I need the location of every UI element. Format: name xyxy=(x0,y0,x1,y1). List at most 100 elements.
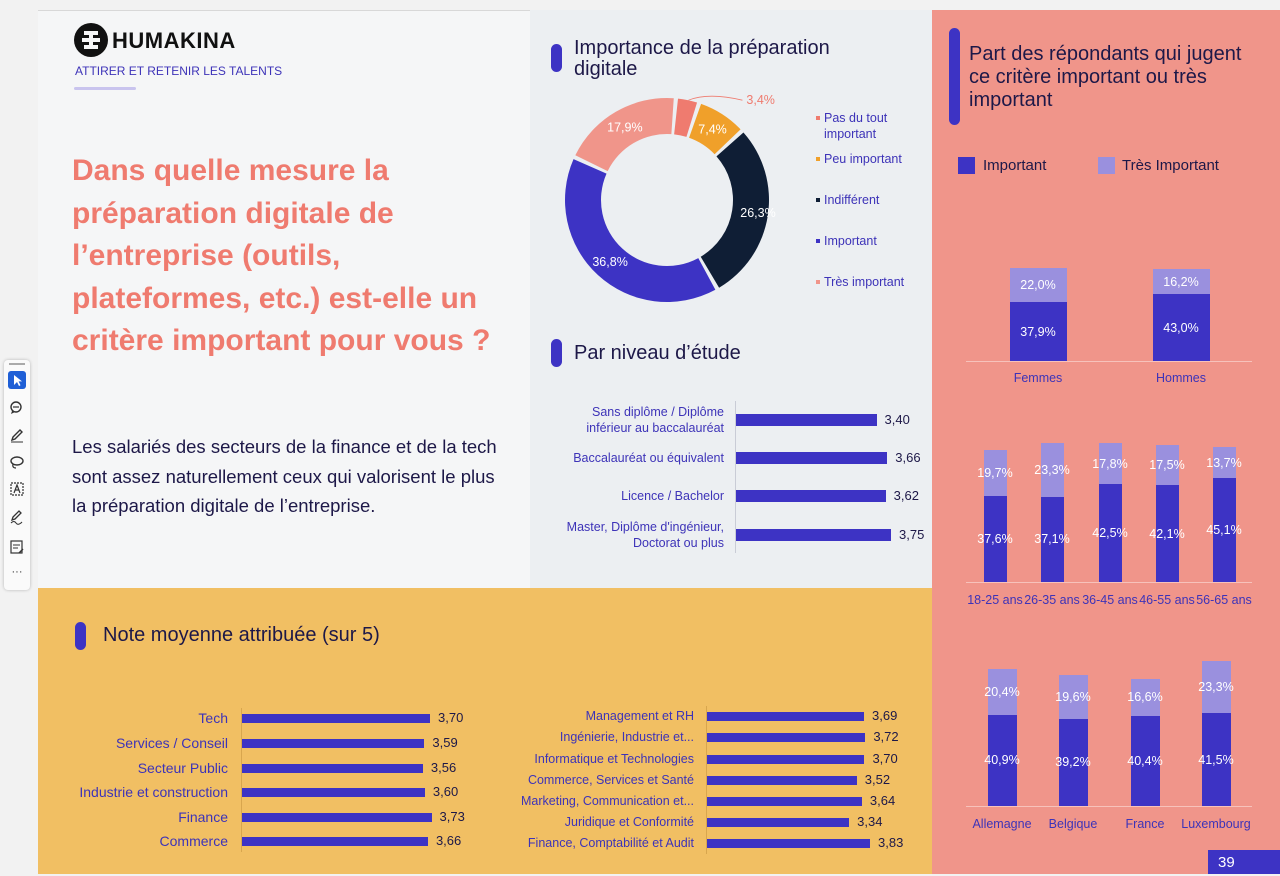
legend-important-label: Important xyxy=(983,157,1047,174)
summary-text: Les salariés des secteurs de la finance … xyxy=(72,436,497,516)
section-marker xyxy=(949,28,960,125)
stacked-value-label: 40,9% xyxy=(984,753,1020,768)
bar-value-label: 3,59 xyxy=(432,735,458,750)
legend-label: Important xyxy=(824,234,877,248)
bar-category-label: Informatique et Technologies xyxy=(534,752,694,766)
bar-category-label: Secteur Public xyxy=(137,760,228,776)
bar xyxy=(707,711,865,721)
bar-category-label: Commerce, Services et Santé xyxy=(527,773,694,787)
stacked-value-label: 22,0% xyxy=(1020,277,1056,292)
stacked-bar-tres-important xyxy=(1155,444,1179,486)
bar xyxy=(242,763,423,773)
bar xyxy=(707,775,857,785)
stacked-value-label: 42,1% xyxy=(1149,526,1185,541)
category-line: Licence / Bachelor xyxy=(621,489,724,503)
stacked-bar-important xyxy=(1098,484,1122,582)
stacked-value-label: 17,8% xyxy=(1092,456,1128,471)
stacked-bar-important xyxy=(987,714,1017,806)
select-icon[interactable] xyxy=(8,371,26,389)
donut-value-label: 7,4% xyxy=(698,122,727,136)
donut-value-label: 26,3% xyxy=(740,206,775,220)
stacked-bar-tres-important xyxy=(1201,661,1231,714)
stacked-bar-tres-important xyxy=(983,450,1007,496)
bar-value-label: 3,66 xyxy=(435,833,462,848)
bar-value-label: 3,73 xyxy=(439,809,465,824)
page-title: Dans quelle mesure la préparation digita… xyxy=(72,154,491,358)
bar-category-label: Management et RH xyxy=(585,709,694,723)
stacked-value-label: 41,5% xyxy=(1198,752,1234,767)
legend-swatch xyxy=(816,116,820,120)
category-line: Doctorat ou plus xyxy=(632,536,724,550)
stacked-value-label: 37,6% xyxy=(977,531,1013,546)
annotation-toolbar: ··· xyxy=(4,360,30,590)
stacked-bar-tres-important xyxy=(1009,267,1067,303)
stacked-value-label: 45,1% xyxy=(1206,523,1242,538)
stacked-value-label: 39,2% xyxy=(1055,755,1091,770)
bar-category-label: Commerce xyxy=(159,833,228,849)
chart-axis xyxy=(735,401,736,553)
stacked-bar-important xyxy=(983,495,1007,582)
lasso-icon[interactable] xyxy=(8,453,26,471)
category-line: Baccalauréat ou équivalent xyxy=(573,451,724,465)
brand-tagline: ATTIRER ET RETENIR LES TALENTS xyxy=(75,64,283,78)
stacked-value-label: 43,0% xyxy=(1163,320,1199,335)
donut-title: Importance de la préparation digitale xyxy=(574,37,830,80)
signature-icon[interactable] xyxy=(8,507,26,525)
bar-value-label: 3,52 xyxy=(864,772,891,787)
form-icon[interactable] xyxy=(8,538,26,556)
stacked-value-label: 16,6% xyxy=(1127,690,1163,705)
donut-slice xyxy=(565,159,716,302)
sector-title: Note moyenne attribuée (sur 5) xyxy=(103,624,380,646)
comment-icon[interactable] xyxy=(8,399,26,417)
bar-value-label: 3,70 xyxy=(438,710,464,725)
stacked-value-label: 19,7% xyxy=(977,465,1013,480)
legend-label: Très important xyxy=(824,275,905,289)
pen-icon[interactable] xyxy=(8,426,26,444)
stacked-value-label: 37,1% xyxy=(1034,532,1070,547)
bar-value-label: 3,70 xyxy=(872,751,898,766)
chart-axis xyxy=(966,806,1252,807)
bar xyxy=(707,817,850,827)
section-marker xyxy=(551,44,562,72)
stacked-bar-important xyxy=(1201,713,1231,806)
stacked-category-label: 26-35 ans xyxy=(1024,593,1080,607)
stacked-bar-important xyxy=(1212,478,1236,582)
stacked-value-label: 19,6% xyxy=(1055,689,1091,704)
stacked-bar-tres-important xyxy=(1098,443,1122,485)
bar-value-label: 3,40 xyxy=(884,412,910,427)
bar xyxy=(707,754,865,764)
donut-value-label: 17,9% xyxy=(607,120,642,134)
bar-value-label: 3,56 xyxy=(430,760,457,775)
bar xyxy=(242,812,432,822)
bar xyxy=(707,732,866,742)
stacked-bar-important xyxy=(1040,496,1064,582)
section-marker xyxy=(551,339,562,367)
stacked-bar-tres-important xyxy=(1212,446,1236,479)
donut-slice xyxy=(689,103,741,155)
toolbar-grip[interactable] xyxy=(9,363,25,365)
stacked-value-label: 23,3% xyxy=(1198,680,1234,695)
stacked-category-label: 36-45 ans xyxy=(1082,593,1138,607)
stacked-bar-tres-important xyxy=(1152,268,1210,295)
donut-slice xyxy=(700,132,769,288)
bar-value-label: 3,75 xyxy=(899,527,925,542)
legend-swatch xyxy=(816,239,820,243)
text-box-icon[interactable] xyxy=(8,480,26,498)
education-title: Par niveau d’étude xyxy=(574,342,741,364)
stacked-value-label: 13,7% xyxy=(1206,455,1242,470)
bar-category-label: Ingénierie, Industrie et... xyxy=(559,730,694,744)
stacked-value-label: 20,4% xyxy=(984,685,1020,700)
bar xyxy=(242,713,430,723)
intro-panel xyxy=(38,10,530,589)
stacked-category-label: Belgique xyxy=(1048,817,1098,831)
more-icon[interactable]: ··· xyxy=(11,566,23,578)
bar-value-label: 3,60 xyxy=(432,784,459,799)
bar-category-label: Master, Diplôme d'ingénieur, Doctorat ou … xyxy=(540,519,724,551)
bar-category-label: Marketing, Communication et... xyxy=(521,794,694,808)
stacked-category-label: Femmes xyxy=(1013,371,1063,385)
legend-swatch xyxy=(816,280,820,284)
stacked-value-label: 40,4% xyxy=(1127,753,1163,768)
legend-label: Peu important xyxy=(824,152,902,166)
stacked-bar-tres-important xyxy=(1040,443,1064,497)
stacked-category-label: 18-25 ans xyxy=(967,593,1023,607)
